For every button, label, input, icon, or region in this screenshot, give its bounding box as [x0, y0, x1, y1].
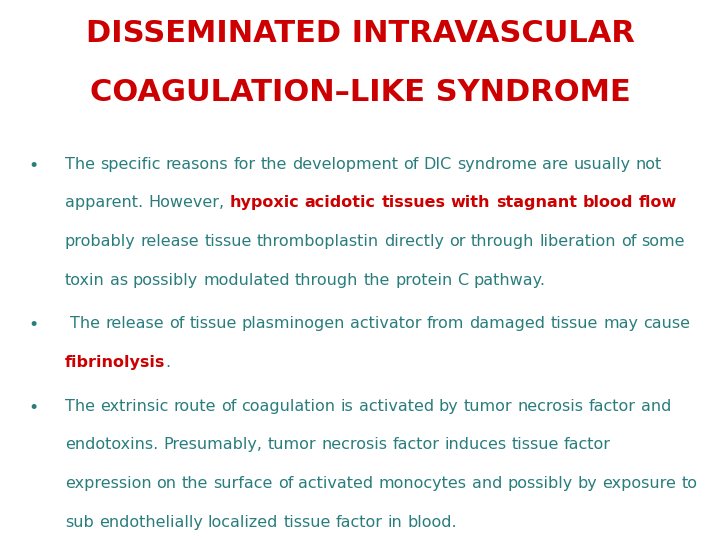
Text: on: on — [156, 476, 176, 491]
Text: factor: factor — [336, 515, 382, 530]
Text: activated: activated — [359, 399, 433, 414]
Text: not: not — [636, 157, 662, 172]
Text: or: or — [449, 234, 466, 249]
Text: .: . — [165, 355, 171, 370]
Text: route: route — [174, 399, 216, 414]
Text: toxin: toxin — [65, 273, 104, 288]
Text: sub: sub — [65, 515, 94, 530]
Text: localized: localized — [207, 515, 278, 530]
Text: •: • — [29, 316, 39, 334]
Text: necrosis: necrosis — [518, 399, 583, 414]
Text: of: of — [168, 316, 184, 332]
Text: directly: directly — [384, 234, 444, 249]
Text: tissues: tissues — [382, 195, 445, 211]
Text: probably: probably — [65, 234, 135, 249]
Text: DIC: DIC — [423, 157, 452, 172]
Text: is: is — [341, 399, 354, 414]
Text: cause: cause — [643, 316, 690, 332]
Text: apparent.: apparent. — [65, 195, 143, 211]
Text: with: with — [451, 195, 490, 211]
Text: fibrinolysis: fibrinolysis — [65, 355, 165, 370]
Text: as: as — [109, 273, 128, 288]
Text: tissue: tissue — [551, 316, 598, 332]
Text: flow: flow — [639, 195, 677, 211]
Text: development: development — [292, 157, 398, 172]
Text: from: from — [427, 316, 464, 332]
Text: The: The — [70, 316, 100, 332]
Text: activated: activated — [298, 476, 373, 491]
Text: endotoxins.: endotoxins. — [65, 437, 158, 453]
Text: The: The — [65, 157, 95, 172]
Text: activator: activator — [351, 316, 422, 332]
Text: plasminogen: plasminogen — [242, 316, 345, 332]
Text: tissue: tissue — [189, 316, 237, 332]
Text: some: some — [642, 234, 685, 249]
Text: blood: blood — [582, 195, 633, 211]
Text: the: the — [261, 157, 287, 172]
Text: induces: induces — [444, 437, 506, 453]
Text: through: through — [295, 273, 359, 288]
Text: to: to — [681, 476, 697, 491]
Text: tumor: tumor — [464, 399, 513, 414]
Text: endothelially: endothelially — [99, 515, 202, 530]
Text: tissue: tissue — [511, 437, 559, 453]
Text: by: by — [577, 476, 597, 491]
Text: extrinsic: extrinsic — [100, 399, 168, 414]
Text: and: and — [641, 399, 671, 414]
Text: possibly: possibly — [133, 273, 198, 288]
Text: DISSEMINATED INTRAVASCULAR: DISSEMINATED INTRAVASCULAR — [86, 19, 634, 48]
Text: of: of — [403, 157, 418, 172]
Text: •: • — [29, 157, 39, 174]
Text: surface: surface — [213, 476, 273, 491]
Text: blood.: blood. — [408, 515, 457, 530]
Text: exposure: exposure — [603, 476, 676, 491]
Text: COAGULATION–LIKE SYNDROME: COAGULATION–LIKE SYNDROME — [89, 78, 631, 107]
Text: damaged: damaged — [469, 316, 546, 332]
Text: protein: protein — [395, 273, 452, 288]
Text: necrosis: necrosis — [321, 437, 387, 453]
Text: the: the — [364, 273, 390, 288]
Text: tissue: tissue — [204, 234, 252, 249]
Text: coagulation: coagulation — [241, 399, 336, 414]
Text: stagnant: stagnant — [496, 195, 577, 211]
Text: of: of — [221, 399, 236, 414]
Text: by: by — [438, 399, 459, 414]
Text: release: release — [140, 234, 199, 249]
Text: release: release — [105, 316, 163, 332]
Text: may: may — [603, 316, 638, 332]
Text: factor: factor — [588, 399, 636, 414]
Text: usually: usually — [573, 157, 631, 172]
Text: C: C — [457, 273, 469, 288]
Text: thromboplastin: thromboplastin — [257, 234, 379, 249]
Text: modulated: modulated — [203, 273, 290, 288]
Text: the: the — [181, 476, 208, 491]
Text: •: • — [29, 399, 39, 416]
Text: factor: factor — [392, 437, 439, 453]
Text: hypoxic: hypoxic — [229, 195, 299, 211]
Text: monocytes: monocytes — [379, 476, 467, 491]
Text: tumor: tumor — [267, 437, 316, 453]
Text: The: The — [65, 399, 95, 414]
Text: possibly: possibly — [507, 476, 572, 491]
Text: tissue: tissue — [283, 515, 330, 530]
Text: However,: However, — [148, 195, 224, 211]
Text: in: in — [388, 515, 402, 530]
Text: reasons: reasons — [166, 157, 228, 172]
Text: are: are — [542, 157, 568, 172]
Text: factor: factor — [564, 437, 611, 453]
Text: Presumably,: Presumably, — [163, 437, 262, 453]
Text: and: and — [472, 476, 502, 491]
Text: pathway.: pathway. — [474, 273, 546, 288]
Text: acidotic: acidotic — [305, 195, 376, 211]
Text: syndrome: syndrome — [457, 157, 537, 172]
Text: of: of — [621, 234, 636, 249]
Text: for: for — [233, 157, 256, 172]
Text: specific: specific — [100, 157, 161, 172]
Text: of: of — [278, 476, 293, 491]
Text: expression: expression — [65, 476, 151, 491]
Text: liberation: liberation — [539, 234, 616, 249]
Text: through: through — [471, 234, 534, 249]
